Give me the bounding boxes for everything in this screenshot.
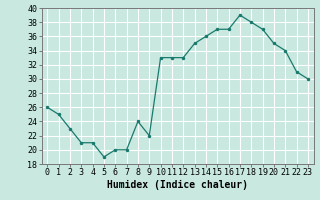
X-axis label: Humidex (Indice chaleur): Humidex (Indice chaleur) (107, 180, 248, 190)
